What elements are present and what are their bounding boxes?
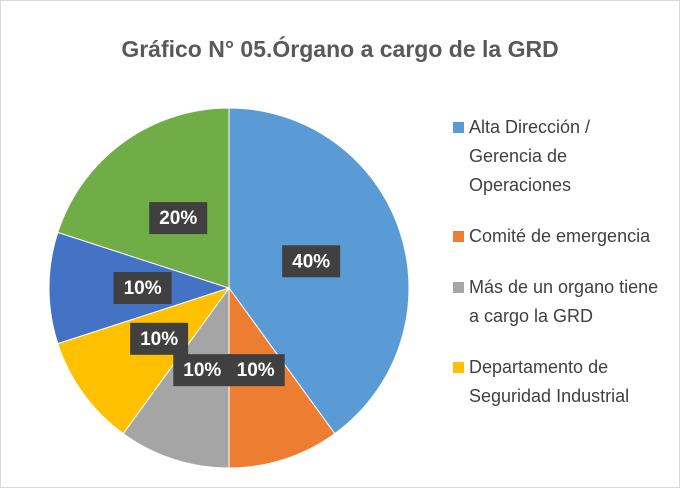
data-label-box <box>282 245 341 278</box>
pie-slice <box>57 107 230 289</box>
data-label-box <box>226 354 285 387</box>
legend-item: Comité de emergencia <box>453 222 663 251</box>
legend-item: Departamento de Seguridad Industrial <box>453 353 663 411</box>
legend-item: Más de un organo tiene a cargo la GRD <box>453 273 663 331</box>
chart-title: Gráfico N° 05.Órgano a cargo de la GRD <box>121 35 558 62</box>
legend-label: Departamento de Seguridad Industrial <box>469 357 630 406</box>
data-label: 10% <box>140 329 178 350</box>
data-label: 20% <box>159 208 197 229</box>
data-label: 10% <box>237 360 275 381</box>
legend-item: Alta Dirección / Gerencia de Operaciones <box>453 113 663 200</box>
data-label: 40% <box>292 251 330 272</box>
data-label: 10% <box>124 278 162 299</box>
legend-swatch <box>453 362 464 373</box>
legend-swatch <box>453 122 464 133</box>
legend: Alta Dirección / Gerencia de Operaciones… <box>453 113 663 433</box>
data-label-box <box>113 272 172 304</box>
data-label-box <box>130 322 189 355</box>
data-label-box <box>173 354 232 387</box>
legend-label: Comité de emergencia <box>469 226 651 246</box>
legend-label: Alta Dirección / Gerencia de Operaciones <box>469 117 591 195</box>
data-label-box <box>149 202 208 235</box>
data-label: 10% <box>183 360 221 381</box>
legend-swatch <box>453 282 464 293</box>
legend-swatch <box>453 231 464 242</box>
legend-label: Más de un organo tiene a cargo la GRD <box>469 277 659 326</box>
